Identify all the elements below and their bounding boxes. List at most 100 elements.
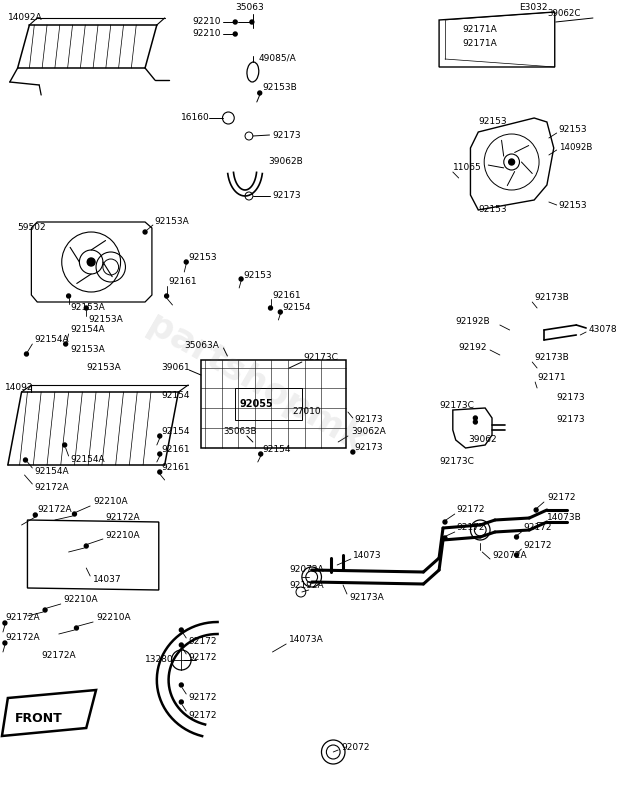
Circle shape [179,700,183,704]
Text: 39062B: 39062B [268,158,303,166]
Text: 92192B: 92192B [456,318,491,326]
Text: 92172: 92172 [524,523,552,533]
Text: 14073B: 14073B [547,514,582,522]
Circle shape [534,508,538,512]
Text: 92172: 92172 [188,654,217,662]
Circle shape [259,452,263,456]
Text: 92153A: 92153A [155,218,189,226]
Text: 39062: 39062 [468,435,497,445]
Text: 92173C: 92173C [439,458,474,466]
Text: 35063A: 35063A [184,341,219,350]
Circle shape [184,260,188,264]
Text: 59502: 59502 [17,223,47,233]
Text: 11065: 11065 [453,163,481,173]
Circle shape [258,91,261,95]
Circle shape [278,310,283,314]
Text: 92154A: 92154A [34,467,69,477]
Text: 92210A: 92210A [93,498,128,506]
Text: 92173: 92173 [273,130,301,139]
Text: 92072A: 92072A [492,550,527,559]
Text: 92173B: 92173B [534,294,569,302]
Text: 14073A: 14073A [289,635,324,645]
Text: 14092B: 14092B [559,143,592,153]
Text: 92172: 92172 [188,694,217,702]
Circle shape [179,628,183,632]
Text: 92153: 92153 [478,118,507,126]
Text: 92172A: 92172A [106,514,140,522]
Text: 92072A: 92072A [289,566,324,574]
Text: 92154: 92154 [283,303,310,313]
Text: 92154: 92154 [161,427,190,437]
Circle shape [73,512,76,516]
Text: 92153A: 92153A [71,303,106,313]
Circle shape [143,230,147,234]
Text: 92173A: 92173A [349,594,384,602]
Text: 92153A: 92153A [71,346,106,354]
Text: 92172A: 92172A [34,483,69,493]
Text: 92172: 92172 [456,506,485,514]
Text: 92173B: 92173B [534,354,569,362]
Circle shape [351,450,355,454]
Text: 49085/A: 49085/A [259,54,296,62]
Circle shape [473,416,478,420]
Text: 14037: 14037 [93,575,122,585]
Text: 39062A: 39062A [351,427,386,437]
Text: 92153: 92153 [243,270,272,279]
Text: 92153A: 92153A [88,315,123,325]
Circle shape [179,683,183,687]
Circle shape [165,294,168,298]
Text: partshopmk: partshopmk [141,308,370,460]
Text: 92072: 92072 [341,743,369,753]
Circle shape [24,352,29,356]
Circle shape [75,626,78,630]
Circle shape [66,294,71,298]
Text: 92154A: 92154A [71,326,105,334]
Circle shape [515,535,519,539]
Text: 92210A: 92210A [64,595,98,605]
Circle shape [443,520,447,524]
Text: 92153B: 92153B [263,83,297,93]
Circle shape [473,420,478,424]
Text: 35063B: 35063B [224,427,257,437]
Circle shape [233,20,237,24]
Text: 92210: 92210 [192,18,220,26]
Text: 14092: 14092 [5,383,34,393]
Circle shape [239,277,243,281]
Text: 92172A: 92172A [5,614,40,622]
Text: 43078: 43078 [588,326,617,334]
Text: 39062C: 39062C [547,10,580,18]
Text: 92172: 92172 [547,494,576,502]
Text: 92154A: 92154A [71,455,105,465]
Circle shape [84,306,88,310]
Text: 92210A: 92210A [106,530,140,539]
Text: 92153: 92153 [559,126,587,134]
Text: 27010: 27010 [292,407,320,417]
Text: 92154: 92154 [161,390,190,399]
Text: 92173: 92173 [556,394,586,402]
Text: 92172: 92172 [188,638,217,646]
Circle shape [63,443,66,447]
Text: 92172: 92172 [524,541,552,550]
Text: 92210: 92210 [192,30,220,38]
Text: 92153: 92153 [478,206,507,214]
Text: 92153: 92153 [188,254,217,262]
Circle shape [443,536,447,540]
Text: 92173: 92173 [355,443,383,453]
Circle shape [84,544,88,548]
Bar [235,388,302,420]
Text: 39061: 39061 [161,363,191,373]
Text: 92161: 92161 [161,463,191,473]
Circle shape [158,452,161,456]
Text: 92172A: 92172A [37,506,72,514]
Circle shape [515,553,519,557]
Text: 92173: 92173 [355,415,383,425]
Bar [201,360,346,448]
Text: 92153: 92153 [559,201,587,210]
Text: E3032: E3032 [519,3,548,13]
Circle shape [64,342,68,346]
Circle shape [158,434,161,438]
Text: 92161: 92161 [168,278,197,286]
Text: 92172: 92172 [188,710,217,719]
Circle shape [250,20,254,24]
Circle shape [158,470,161,474]
